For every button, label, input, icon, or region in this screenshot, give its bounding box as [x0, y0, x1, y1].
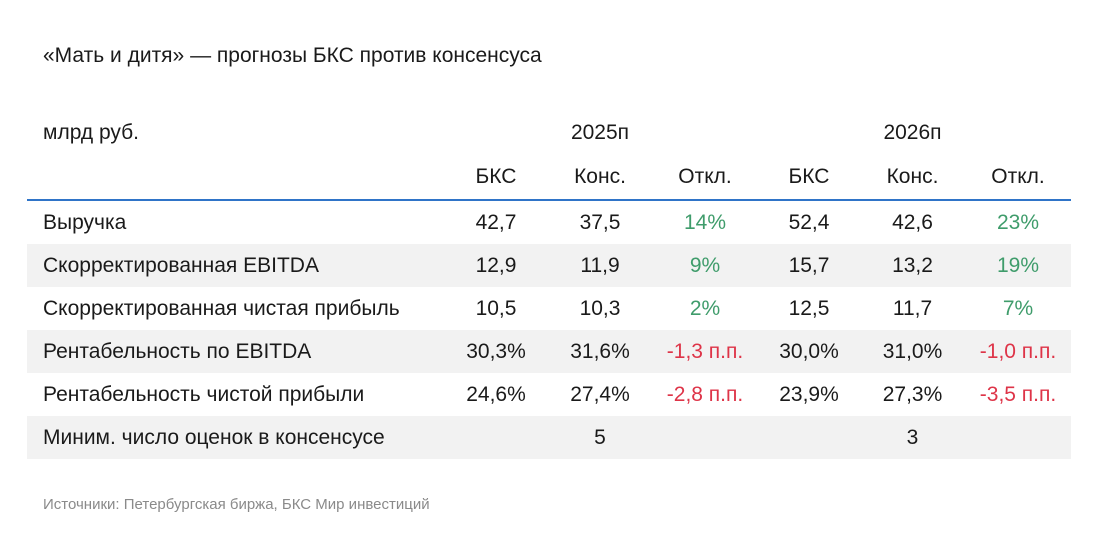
table-row-revenue: Выручка 42,7 37,5 14% 52,4 42,6 23% — [27, 200, 1071, 244]
subheader-empty — [27, 155, 444, 201]
cell-consensus-2025: 5 — [548, 416, 652, 459]
cell-bks-2025: 30,3% — [444, 330, 548, 373]
row-label: Рентабельность чистой прибыли — [43, 382, 365, 406]
row-label: Миним. число оценок в консенсусе — [27, 416, 444, 459]
row-label: Рентабельность по EBITDA — [27, 330, 444, 373]
row-label: Скорректированная EBITDA — [27, 244, 444, 287]
year-2026-spacer — [758, 111, 860, 155]
col-header-deviation-2025: Откл. — [652, 155, 758, 201]
table-row-net-margin: Рентабельность чистой прибыли 24,6% 27,4… — [27, 373, 1071, 416]
year-header-2026: 2026п — [883, 121, 942, 144]
cell-consensus-2025: 31,6% — [548, 330, 652, 373]
cell-deviation-2025 — [652, 416, 758, 459]
col-header-consensus-2025: Конс. — [548, 155, 652, 201]
page-title: «Мать и дитя» — прогнозы БКС против конс… — [43, 44, 542, 67]
table-row-adj-net-income: Скорректированная чистая прибыль 10,5 10… — [27, 287, 1071, 330]
row-label: Выручка — [43, 210, 127, 234]
row-label: Скорректированная чистая прибыль — [43, 296, 400, 320]
unit-label: млрд руб. — [43, 121, 140, 144]
col-header-bks-2026: БКС — [758, 155, 860, 201]
cell-consensus-2025: 11,9 — [548, 244, 652, 287]
year-2025-spacer — [652, 111, 758, 155]
col-header-consensus-2026: Конс. — [860, 155, 965, 201]
cell-bks-2025: 42,7 — [475, 210, 517, 234]
table-row-min-estimates: Миним. число оценок в консенсусе 5 3 — [27, 416, 1071, 459]
cell-consensus-2026: 42,6 — [892, 210, 933, 234]
cell-bks-2026: 12,5 — [788, 296, 830, 320]
year-header-2025: 2025п — [570, 121, 630, 144]
cell-consensus-2026: 13,2 — [860, 244, 965, 287]
cell-deviation-2026: 19% — [965, 244, 1071, 287]
cell-consensus-2025: 37,5 — [579, 210, 621, 234]
table-row-ebitda-margin: Рентабельность по EBITDA 30,3% 31,6% -1,… — [27, 330, 1071, 373]
cell-deviation-2025: 14% — [683, 210, 727, 234]
source-note: Источники: Петербургская биржа, БКС Мир … — [43, 496, 430, 513]
year-2025-spacer — [444, 111, 548, 155]
cell-consensus-2026: 31,0% — [860, 330, 965, 373]
cell-deviation-2026 — [965, 416, 1071, 459]
cell-bks-2026: 23,9% — [779, 382, 839, 406]
year-2026-spacer — [965, 111, 1071, 155]
cell-consensus-2026: 11,7 — [892, 296, 933, 320]
cell-deviation-2025: -2,8 п.п. — [666, 382, 744, 406]
col-header-bks-2025: БКС — [444, 155, 548, 201]
year-header-row: млрд руб. 2025п 2026п — [27, 111, 1071, 155]
cell-deviation-2026: -3,5 п.п. — [979, 382, 1057, 406]
cell-deviation-2025: 9% — [652, 244, 758, 287]
table-row-adj-ebitda: Скорректированная EBITDA 12,9 11,9 9% 15… — [27, 244, 1071, 287]
cell-deviation-2025: 2% — [689, 296, 721, 320]
cell-consensus-2025: 10,3 — [579, 296, 621, 320]
col-header-deviation-2026: Откл. — [965, 155, 1071, 201]
subheader-row: БКС Конс. Откл. БКС Конс. Откл. — [27, 155, 1071, 201]
cell-bks-2026: 30,0% — [758, 330, 860, 373]
cell-consensus-2025: 27,4% — [570, 382, 630, 406]
cell-bks-2025: 12,9 — [444, 244, 548, 287]
cell-bks-2026 — [758, 416, 860, 459]
cell-bks-2025 — [444, 416, 548, 459]
cell-bks-2026: 15,7 — [758, 244, 860, 287]
forecast-table: млрд руб. 2025п 2026п БКС Конс. Откл. БК… — [27, 111, 1071, 459]
cell-bks-2026: 52,4 — [788, 210, 830, 234]
cell-deviation-2025: -1,3 п.п. — [652, 330, 758, 373]
cell-consensus-2026: 27,3% — [882, 382, 943, 406]
cell-deviation-2026: 23% — [996, 210, 1040, 234]
cell-bks-2025: 10,5 — [475, 296, 517, 320]
cell-bks-2025: 24,6% — [466, 382, 526, 406]
cell-deviation-2026: 7% — [1002, 296, 1034, 320]
cell-deviation-2026: -1,0 п.п. — [965, 330, 1071, 373]
cell-consensus-2026: 3 — [860, 416, 965, 459]
